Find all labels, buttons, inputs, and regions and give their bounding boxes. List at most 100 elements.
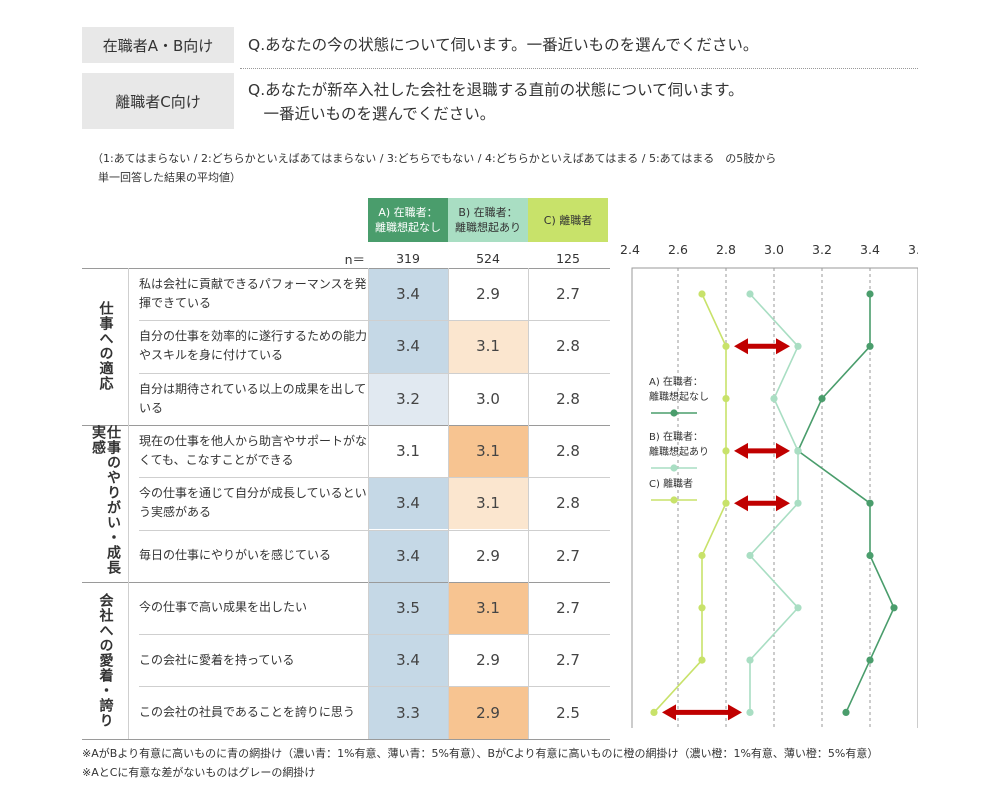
cell-value-b: 3.0	[448, 372, 528, 425]
series-line	[796, 294, 895, 713]
row-item-label: 今の仕事で高い成果を出したい	[139, 600, 308, 615]
legend-marker	[670, 409, 678, 417]
cell-value-b: 3.1	[448, 581, 528, 635]
data-point	[746, 656, 754, 664]
data-point	[722, 499, 730, 507]
section-divider	[82, 424, 610, 426]
section-divider	[82, 268, 610, 269]
data-point	[698, 604, 706, 612]
cell-value-c: 2.8	[528, 372, 608, 425]
data-point	[722, 342, 730, 350]
table-row-item: 私は会社に貢献できるパフォーマンスを発揮できている	[139, 268, 367, 320]
question-tag-current: 在職者A・B向け	[82, 27, 234, 63]
data-point	[866, 290, 874, 298]
mean-score-chart: 2.4 2.6 2.8 3.0 3.2 3.4 3.6 A) 在職者： 離職想起なし B) 在職者…	[620, 242, 918, 728]
data-point	[698, 656, 706, 664]
table-row-item: 毎日の仕事にやりがいを感じている	[139, 530, 367, 582]
category-label: 仕事への適応	[82, 268, 128, 425]
row-divider	[139, 686, 610, 688]
gap-arrow	[734, 442, 790, 459]
legend-label: B) 在職者：	[649, 431, 703, 443]
tick-label: 2.6	[668, 242, 688, 257]
table-row-item: 自分の仕事を効率的に遂行するための能力やスキルを身に付けている	[139, 320, 367, 372]
cell-value-c: 2.8	[528, 320, 608, 373]
row-divider	[139, 372, 610, 374]
cell-value-c: 2.8	[528, 477, 608, 530]
gap-arrow	[662, 704, 742, 721]
data-point	[890, 604, 898, 612]
column-divider	[528, 268, 529, 739]
column-divider	[448, 268, 449, 739]
cell-value-b: 2.9	[448, 529, 528, 582]
table-row-item: 現在の仕事を他人から助言やサポートがなくても、こなすことができる	[139, 425, 367, 477]
data-point	[698, 551, 706, 560]
legend-label: A) 在職者：	[649, 376, 703, 388]
row-divider	[139, 320, 610, 322]
row-item-label: 自分の仕事を効率的に遂行するための能力やスキルを身に付けている	[139, 329, 368, 363]
cell-value-a: 3.4	[368, 320, 448, 373]
table-row-item: 今の仕事で高い成果を出したい	[139, 582, 367, 634]
cell-value-a: 3.4	[368, 268, 448, 321]
legend-label: 離職想起なし	[649, 390, 709, 403]
question-tag-former: 離職者C向け	[82, 73, 234, 129]
data-point	[794, 604, 802, 612]
cell-value-c: 2.7	[528, 529, 608, 582]
cell-value-b: 2.9	[448, 686, 528, 739]
gap-arrow	[734, 495, 790, 512]
row-item-label: 私は会社に貢献できるパフォーマンスを発揮できている	[139, 277, 367, 311]
series-line	[653, 293, 727, 713]
cell-value-b: 3.1	[448, 424, 528, 478]
data-point	[794, 499, 802, 507]
data-point	[746, 290, 754, 298]
plot-frame	[631, 267, 918, 728]
table-row-item: この会社の社員であることを誇りに思う	[139, 686, 367, 738]
row-item-label: この会社に愛着を持っている	[139, 652, 295, 667]
cell-value-b: 2.9	[448, 268, 528, 321]
scale-note: （1:あてはまらない / 2:どちらかといえばあてはまらない / 3:どちらでも…	[92, 149, 932, 187]
legend-marker	[670, 464, 678, 472]
tick-label: 3.2	[812, 242, 832, 257]
data-point	[794, 342, 802, 350]
category-label-text: 仕事のやりがい・成長実感	[90, 424, 121, 575]
question-text-current: Q.あなたの今の状態について伺います。一番近いものを選んでください。	[248, 36, 759, 54]
cell-value-c: 2.7	[528, 268, 608, 321]
data-point	[746, 551, 754, 560]
question-separator	[240, 68, 918, 69]
footnote-1: ※AがBより有意に高いものに青の網掛け（濃い青：1%有意、薄い青：5%有意）、B…	[82, 747, 879, 760]
category-label-text: 仕事への適応	[97, 301, 114, 392]
question-text-former: Q.あなたが新卒入社した会社を退職する直前の状態について伺います。 一番近いもの…	[248, 81, 744, 123]
tick-label: 2.4	[620, 242, 640, 257]
cell-value-b: 3.1	[448, 320, 528, 373]
legend-marker	[670, 496, 678, 504]
footnote-2: ※AとCに有意な差がないものはグレーの網掛け	[82, 766, 316, 779]
cell-value-a: 3.4	[368, 634, 448, 687]
cell-value-c: 2.8	[528, 424, 608, 478]
data-point	[866, 656, 874, 664]
column-header-b: B) 在職者： 離職想起あり	[448, 198, 528, 242]
section-divider	[82, 738, 610, 740]
data-point	[746, 708, 754, 716]
row-item-label: 自分は期待されている以上の成果を出している	[139, 381, 367, 415]
section-divider	[82, 581, 610, 583]
column-header-c-label: C) 離職者	[543, 213, 593, 227]
legend-label: 離職想起あり	[649, 445, 709, 458]
column-header-a-label: A) 在職者： 離職想起なし	[375, 206, 441, 234]
row-item-label: 現在の仕事を他人から助言やサポートがなくても、こなすことができる	[139, 434, 368, 468]
data-point	[842, 708, 850, 716]
column-divider	[368, 268, 369, 739]
row-item-label: 毎日の仕事にやりがいを感じている	[139, 548, 332, 563]
row-divider	[139, 529, 610, 531]
scale-note-line1: （1:あてはまらない / 2:どちらかといえばあてはまらない / 3:どちらでも…	[92, 152, 777, 165]
data-point	[722, 447, 730, 455]
row-divider	[139, 634, 610, 636]
gap-arrows	[662, 338, 790, 721]
category-label-text: 会社への愛着・誇り	[97, 592, 114, 728]
cell-value-b: 3.1	[448, 477, 528, 530]
cell-value-c: 2.7	[528, 634, 608, 687]
row-item-label: 今の仕事を通じて自分が成長しているという実感がある	[139, 486, 367, 520]
data-point	[698, 290, 706, 298]
data-point	[866, 342, 874, 350]
data-point	[818, 395, 826, 403]
category-label: 仕事のやりがい・成長実感	[82, 425, 128, 582]
data-point	[866, 499, 874, 507]
